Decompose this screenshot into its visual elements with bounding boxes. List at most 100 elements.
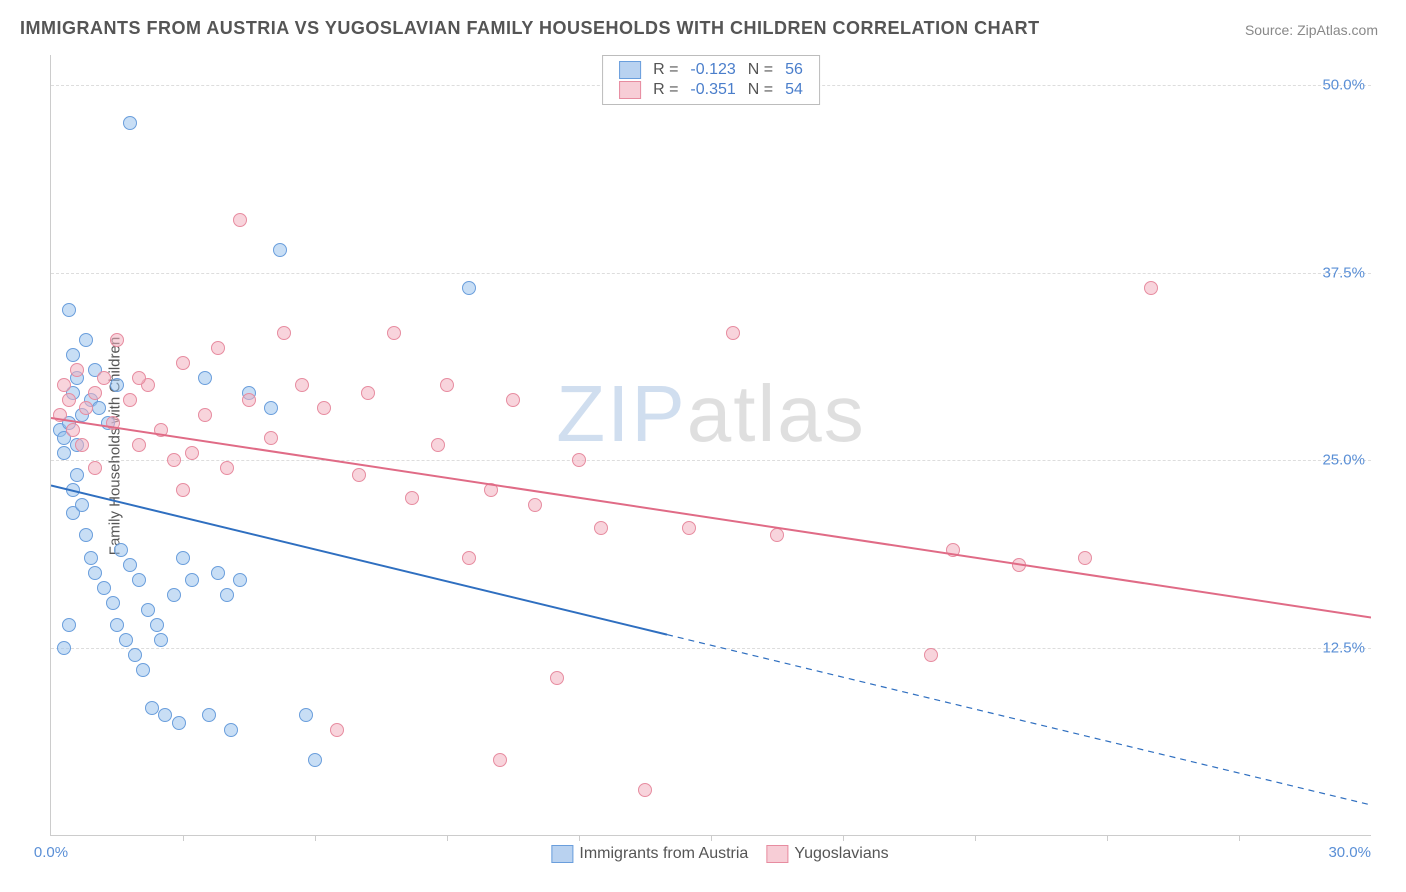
data-point [220,588,234,602]
data-point [277,326,291,340]
data-point [185,446,199,460]
data-point [233,573,247,587]
watermark: ZIPatlas [556,368,865,460]
data-point [484,483,498,497]
data-point [110,378,124,392]
legend-stat-row: R =-0.351N =54 [613,80,809,100]
chart-title: IMMIGRANTS FROM AUSTRIA VS YUGOSLAVIAN F… [20,18,1040,39]
data-point [220,461,234,475]
legend-swatch [766,845,788,863]
data-point [79,333,93,347]
data-point [431,438,445,452]
data-point [70,468,84,482]
data-point [57,378,71,392]
data-point [132,371,146,385]
chart-container: IMMIGRANTS FROM AUSTRIA VS YUGOSLAVIAN F… [0,0,1406,892]
data-point [387,326,401,340]
data-point [57,446,71,460]
x-tick-mark [843,835,844,841]
data-point [1012,558,1026,572]
data-point [97,371,111,385]
data-point [57,641,71,655]
gridline [51,273,1371,274]
data-point [66,348,80,362]
data-point [106,416,120,430]
data-point [141,603,155,617]
data-point [638,783,652,797]
data-point [682,521,696,535]
data-point [62,303,76,317]
legend-swatch [551,845,573,863]
y-tick-label: 25.0% [1322,452,1365,469]
n-label: N = [742,80,779,100]
data-point [88,461,102,475]
r-value: -0.123 [684,60,741,80]
x-tick-mark [711,835,712,841]
data-point [79,528,93,542]
data-point [242,393,256,407]
data-point [176,551,190,565]
x-tick-mark [315,835,316,841]
x-tick-min: 0.0% [34,844,68,861]
x-tick-max: 30.0% [1328,844,1371,861]
data-point [224,723,238,737]
data-point [75,438,89,452]
data-point [66,423,80,437]
data-point [493,753,507,767]
data-point [158,708,172,722]
legend-stats: R =-0.123N =56R =-0.351N =54 [602,55,820,105]
data-point [308,753,322,767]
legend-stat-row: R =-0.123N =56 [613,60,809,80]
data-point [145,701,159,715]
data-point [198,371,212,385]
data-point [211,566,225,580]
data-point [136,663,150,677]
data-point [66,483,80,497]
data-point [176,356,190,370]
data-point [84,551,98,565]
legend-label: Immigrants from Austria [579,845,748,862]
data-point [110,333,124,347]
data-point [123,558,137,572]
watermark-atlas: atlas [687,369,866,458]
data-point [202,708,216,722]
data-point [53,408,67,422]
legend-swatch [619,81,641,99]
data-point [1144,281,1158,295]
data-point [924,648,938,662]
data-point [440,378,454,392]
data-point [594,521,608,535]
data-point [62,393,76,407]
data-point [88,386,102,400]
data-point [167,453,181,467]
y-tick-label: 50.0% [1322,77,1365,94]
gridline [51,648,1371,649]
legend-label: Yugoslavians [794,845,888,862]
data-point [132,438,146,452]
r-label: R = [647,60,684,80]
data-point [264,431,278,445]
data-point [88,566,102,580]
data-point [550,671,564,685]
data-point [211,341,225,355]
y-tick-label: 12.5% [1322,639,1365,656]
data-point [97,581,111,595]
data-point [128,648,142,662]
data-point [123,116,137,130]
data-point [264,401,278,415]
x-tick-mark [447,835,448,841]
x-tick-mark [1239,835,1240,841]
data-point [132,573,146,587]
x-tick-mark [183,835,184,841]
data-point [123,393,137,407]
data-point [185,573,199,587]
data-point [506,393,520,407]
legend-series: Immigrants from Austria Yugoslavians [533,845,888,863]
data-point [110,618,124,632]
n-label: N = [742,60,779,80]
data-point [75,498,89,512]
n-value: 54 [779,80,809,100]
data-point [167,588,181,602]
data-point [299,708,313,722]
source-label: Source: ZipAtlas.com [1245,22,1378,38]
